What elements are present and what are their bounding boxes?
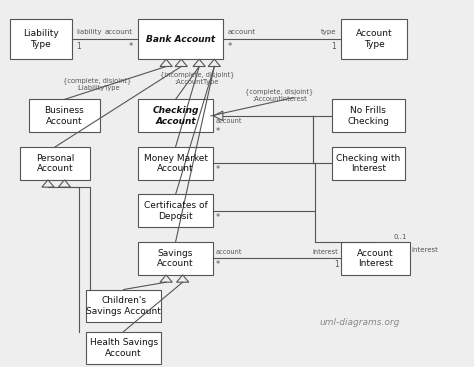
Polygon shape: [58, 180, 71, 187]
Polygon shape: [213, 111, 223, 121]
Text: No Frills
Checking: No Frills Checking: [347, 106, 389, 126]
Text: Account
Type: Account Type: [356, 29, 392, 49]
Text: account: account: [228, 29, 255, 35]
Text: Children's
Savings Account: Children's Savings Account: [86, 296, 161, 316]
FancyBboxPatch shape: [86, 290, 161, 323]
FancyBboxPatch shape: [331, 147, 405, 180]
Text: *: *: [216, 127, 220, 136]
Text: 1: 1: [331, 42, 336, 51]
Text: uml-diagrams.org: uml-diagrams.org: [319, 318, 400, 327]
Text: Personal
Account: Personal Account: [36, 154, 74, 173]
Text: liability: liability: [76, 29, 102, 35]
FancyBboxPatch shape: [138, 242, 213, 275]
Text: account: account: [216, 249, 242, 255]
FancyBboxPatch shape: [341, 242, 410, 275]
FancyBboxPatch shape: [29, 99, 100, 132]
Text: account: account: [216, 118, 242, 124]
Text: Health Savings
Account: Health Savings Account: [90, 338, 158, 358]
FancyBboxPatch shape: [138, 99, 213, 132]
FancyBboxPatch shape: [138, 19, 223, 59]
Polygon shape: [193, 59, 205, 66]
FancyBboxPatch shape: [10, 19, 72, 59]
FancyBboxPatch shape: [86, 331, 161, 364]
Text: Checking
Account: Checking Account: [152, 106, 199, 126]
Text: 0..1: 0..1: [393, 234, 407, 240]
FancyBboxPatch shape: [331, 99, 405, 132]
Text: Account
Interest: Account Interest: [357, 249, 393, 268]
Text: Checking with
Interest: Checking with Interest: [336, 154, 400, 173]
FancyBboxPatch shape: [138, 195, 213, 228]
Polygon shape: [160, 275, 172, 282]
Text: *: *: [228, 42, 232, 51]
Text: Liability
Type: Liability Type: [23, 29, 59, 49]
Text: 1: 1: [76, 42, 81, 51]
Text: {incomplete, disjoint}
:AccountType: {incomplete, disjoint} :AccountType: [160, 71, 234, 85]
Polygon shape: [175, 59, 187, 66]
Text: Money Market
Account: Money Market Account: [144, 154, 208, 173]
Text: {complete, disjoint}
:LiabilityType: {complete, disjoint} :LiabilityType: [64, 77, 132, 91]
Text: type: type: [321, 29, 336, 35]
Text: Business
Account: Business Account: [45, 106, 84, 126]
Text: {complete, disjoint}
:AccountInterest: {complete, disjoint} :AccountInterest: [246, 88, 314, 102]
Text: Bank Account: Bank Account: [146, 34, 215, 44]
FancyBboxPatch shape: [341, 19, 407, 59]
Polygon shape: [160, 59, 172, 66]
FancyBboxPatch shape: [19, 147, 91, 180]
Text: Certificates of
Deposit: Certificates of Deposit: [144, 201, 208, 221]
Text: *: *: [129, 42, 133, 51]
Text: interest: interest: [411, 247, 438, 253]
Text: interest: interest: [313, 249, 338, 255]
Text: *: *: [216, 213, 220, 222]
FancyBboxPatch shape: [138, 147, 213, 180]
Polygon shape: [208, 59, 220, 66]
Polygon shape: [42, 180, 54, 187]
Polygon shape: [176, 275, 189, 282]
Text: Savings
Account: Savings Account: [157, 249, 194, 268]
Text: *: *: [216, 165, 220, 174]
Text: account: account: [105, 29, 133, 35]
Text: 1: 1: [334, 260, 338, 269]
Text: *: *: [216, 260, 220, 269]
